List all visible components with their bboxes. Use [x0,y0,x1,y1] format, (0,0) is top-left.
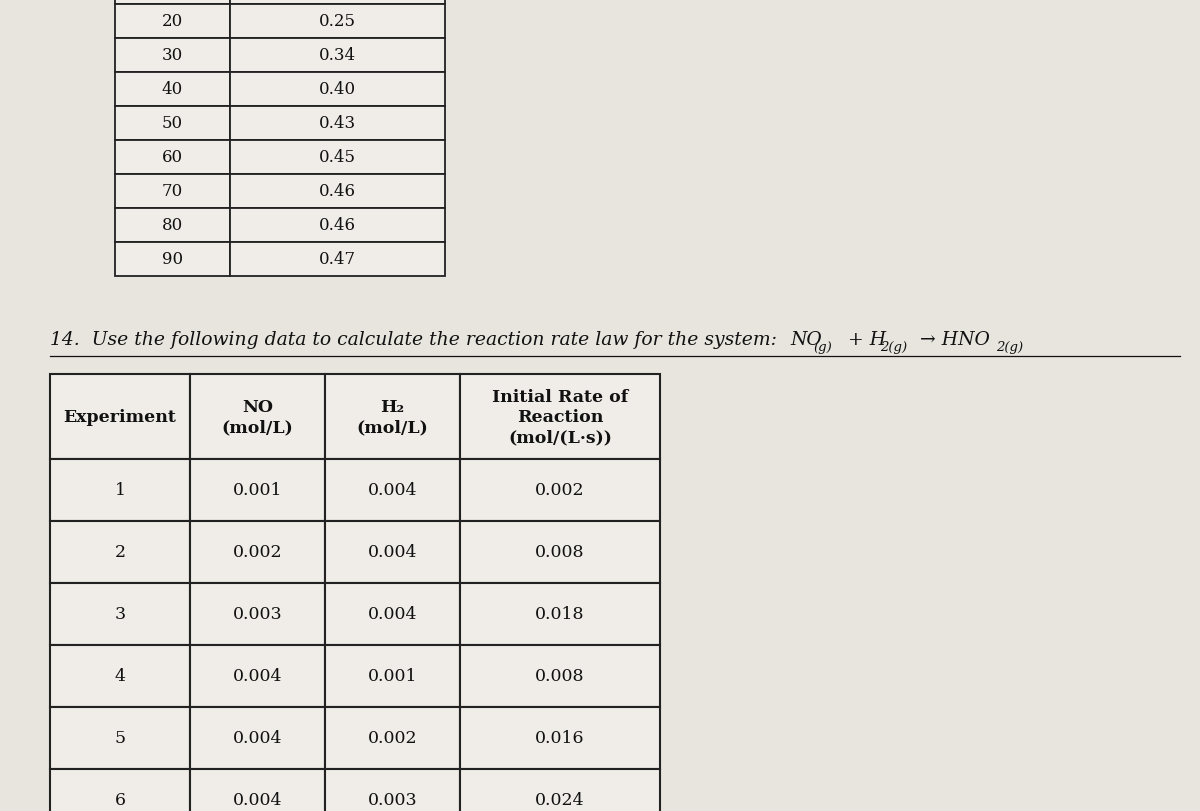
Text: 0.004: 0.004 [233,667,282,684]
Text: 0.25: 0.25 [319,14,356,31]
Text: 0.003: 0.003 [367,792,418,809]
Text: 0.024: 0.024 [535,792,584,809]
Text: 0.001: 0.001 [233,482,282,499]
Bar [460,583,660,646]
Bar [230,175,445,208]
Bar [190,375,325,460]
Bar [115,175,230,208]
Bar [50,646,190,707]
Text: (g): (g) [814,341,832,354]
Text: 90: 90 [162,251,184,268]
Bar [50,769,190,811]
Bar [115,107,230,141]
Bar [460,769,660,811]
Text: 0.004: 0.004 [367,606,418,623]
Bar [230,208,445,242]
Bar [230,141,445,175]
Text: 4: 4 [114,667,126,684]
Bar [190,707,325,769]
Bar [50,707,190,769]
Bar [325,375,460,460]
Bar [230,5,445,39]
Text: 0.004: 0.004 [367,544,418,561]
Text: 0.47: 0.47 [319,251,356,268]
Text: 2(g): 2(g) [880,341,907,354]
Text: 0.004: 0.004 [233,730,282,747]
Text: 0.45: 0.45 [319,149,356,166]
Text: 0.018: 0.018 [535,606,584,623]
Bar [325,521,460,583]
Bar [325,646,460,707]
Bar [115,39,230,73]
Text: 0.004: 0.004 [233,792,282,809]
Text: 0.008: 0.008 [535,544,584,561]
Bar [115,242,230,277]
Text: 2(g): 2(g) [996,341,1024,354]
Bar [115,141,230,175]
Text: 0.34: 0.34 [319,47,356,64]
Bar [190,646,325,707]
Text: 2: 2 [114,544,126,561]
Text: Experiment: Experiment [64,409,176,426]
Bar [115,0,230,5]
Bar [190,769,325,811]
Text: 80: 80 [162,217,184,234]
Bar [190,583,325,646]
Bar [50,375,190,460]
Bar [230,242,445,277]
Text: 0.016: 0.016 [535,730,584,747]
Text: 0.46: 0.46 [319,217,356,234]
Text: 0.002: 0.002 [535,482,584,499]
Text: 0.46: 0.46 [319,183,356,200]
Bar [50,460,190,521]
Bar [115,208,230,242]
Text: 0.008: 0.008 [535,667,584,684]
Bar [460,460,660,521]
Text: H₂
(mol/L): H₂ (mol/L) [356,398,428,436]
Text: 3: 3 [114,606,126,623]
Bar [115,73,230,107]
Bar [115,5,230,39]
Bar [460,521,660,583]
Text: 40: 40 [162,81,184,98]
Text: Initial Rate of
Reaction
(mol/(L·s)): Initial Rate of Reaction (mol/(L·s)) [492,388,628,446]
Bar [460,375,660,460]
Bar [460,707,660,769]
Bar [190,460,325,521]
Bar [50,521,190,583]
Text: 60: 60 [162,149,184,166]
Text: → HNO: → HNO [914,331,990,349]
Text: NO
(mol/L): NO (mol/L) [222,398,293,436]
Bar [325,460,460,521]
Text: 0.004: 0.004 [367,482,418,499]
Text: 0.003: 0.003 [233,606,282,623]
Text: 50: 50 [162,115,184,132]
Bar [460,646,660,707]
Bar [325,769,460,811]
Bar [50,583,190,646]
Text: 5: 5 [114,730,126,747]
Text: 0.001: 0.001 [367,667,418,684]
Bar [325,583,460,646]
Bar [190,521,325,583]
Text: 0.13: 0.13 [319,0,356,3]
Bar [325,707,460,769]
Text: 6: 6 [114,792,126,809]
Bar [230,73,445,107]
Text: 1: 1 [114,482,126,499]
Text: 0.002: 0.002 [367,730,418,747]
Text: 0.002: 0.002 [233,544,282,561]
Bar [230,39,445,73]
Text: 30: 30 [162,47,184,64]
Text: NO: NO [790,331,822,349]
Text: 14.  Use the following data to calculate the reaction rate law for the system:: 14. Use the following data to calculate … [50,331,784,349]
Bar [230,107,445,141]
Text: 70: 70 [162,183,184,200]
Text: + H: + H [842,331,886,349]
Text: 20: 20 [162,14,184,31]
Text: 0.43: 0.43 [319,115,356,132]
Bar [230,0,445,5]
Text: 0.40: 0.40 [319,81,356,98]
